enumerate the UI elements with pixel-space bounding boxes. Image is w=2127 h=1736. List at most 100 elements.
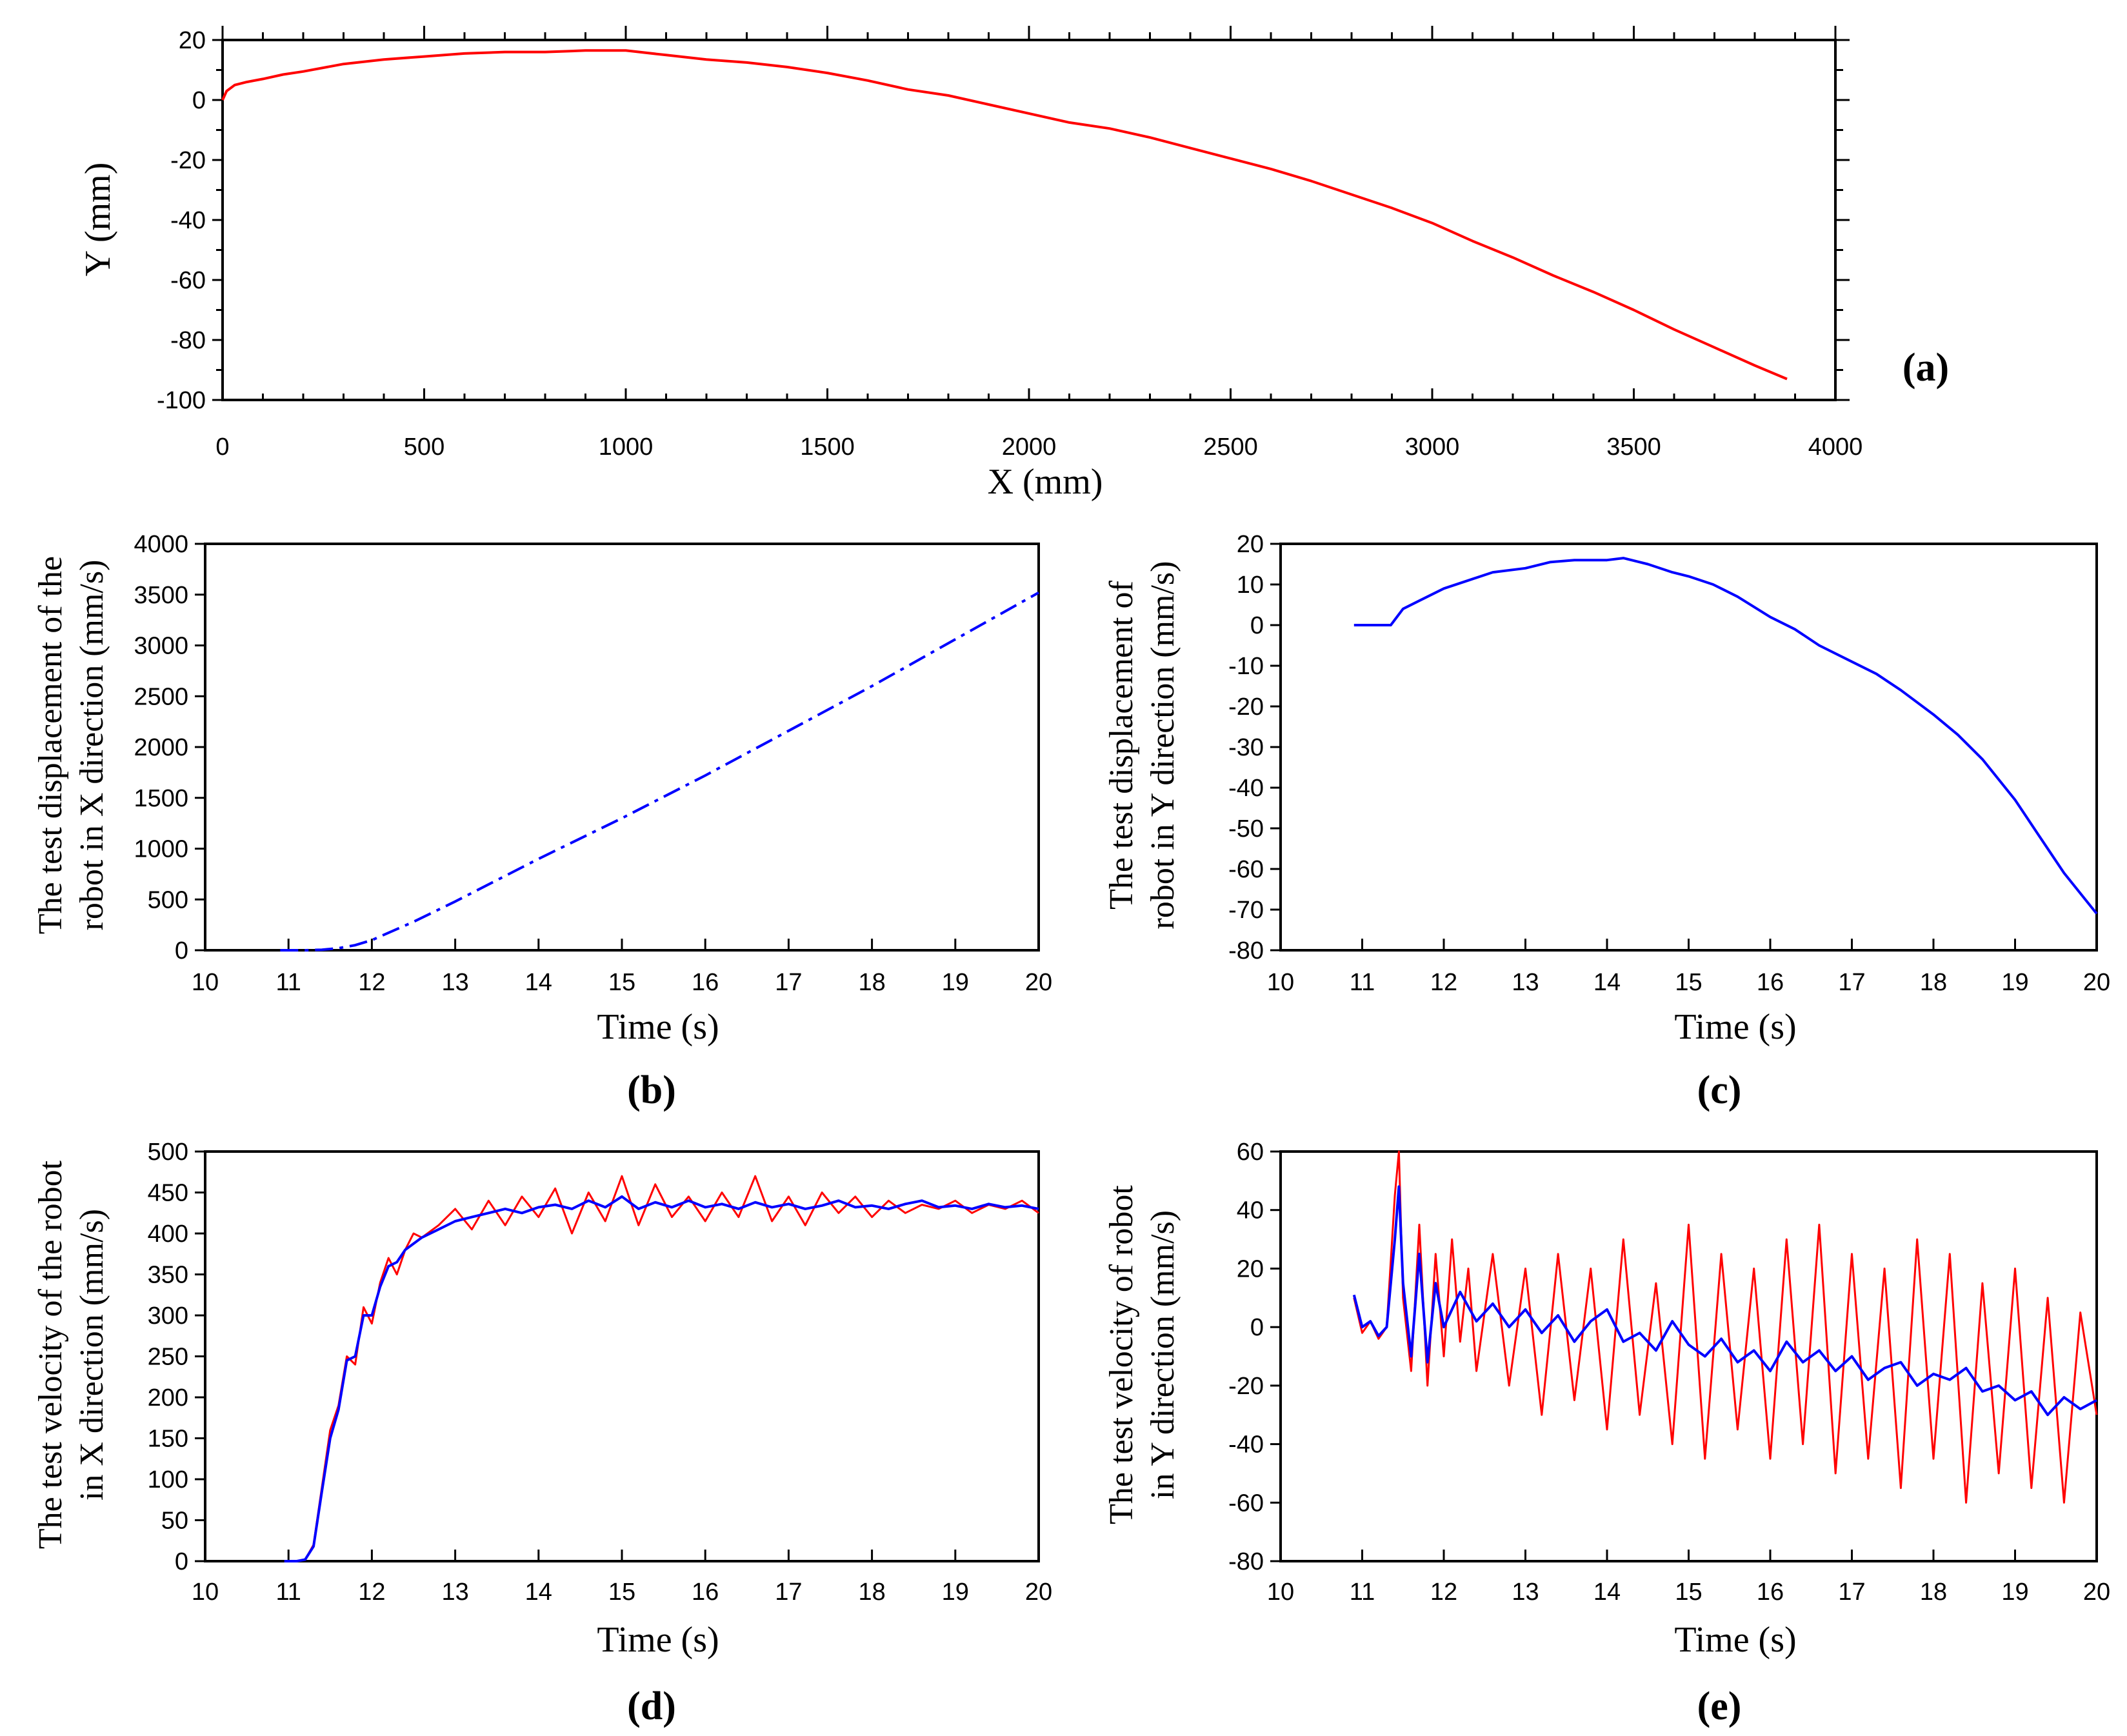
x-tick-label: 20 xyxy=(2083,969,2110,996)
x-tick-label: 19 xyxy=(942,1579,969,1606)
y-tick-label: 500 xyxy=(148,886,188,913)
x-tick-label: 500 xyxy=(404,434,444,461)
x-tick-label: 18 xyxy=(1920,969,1947,996)
y-tick-label: 500 xyxy=(148,1139,188,1166)
x-axis-title: X (mm) xyxy=(988,462,1103,502)
series-line-1 xyxy=(284,1195,1039,1562)
x-axis-title: Time (s) xyxy=(1674,1620,1796,1660)
x-tick-label: 13 xyxy=(441,1579,468,1606)
series-line-0 xyxy=(280,591,1039,952)
y-tick-label: 3500 xyxy=(134,582,188,609)
x-tick-label: 15 xyxy=(1675,1579,1702,1606)
y-axis-title-line: The test velocity of the robot xyxy=(32,1160,69,1549)
x-tick-label: 20 xyxy=(1025,1579,1052,1606)
y-tick-label: 400 xyxy=(148,1221,188,1248)
y-axis-title-line: The test velocity of robot xyxy=(1103,1185,1140,1524)
x-tick-label: 2000 xyxy=(1002,434,1057,461)
y-tick-label: -30 xyxy=(1228,734,1264,761)
x-tick-label: 0 xyxy=(215,434,229,461)
y-tick-label: 3000 xyxy=(134,633,188,660)
y-axis-title-line: in X direction (mm/s) xyxy=(74,1209,110,1501)
x-tick-label: 16 xyxy=(692,1579,719,1606)
y-tick-label: 0 xyxy=(1250,612,1264,639)
y-tick-label: 0 xyxy=(1250,1314,1264,1341)
y-tick-label: -100 xyxy=(157,387,206,414)
y-tick-label: 20 xyxy=(179,27,206,54)
x-tick-label: 15 xyxy=(608,969,635,996)
x-tick-label: 11 xyxy=(1350,969,1375,996)
x-tick-label: 18 xyxy=(1920,1579,1947,1606)
panel-a: 0 500 1000 1500 2000 2500 3000 3500 4000 -100 -80 -… xyxy=(78,26,1949,502)
x-tick-label: 15 xyxy=(1675,969,1702,996)
y-tick-label: 20 xyxy=(1237,531,1264,558)
panel-label: (e) xyxy=(1697,1684,1742,1728)
y-tick-label: 150 xyxy=(148,1426,188,1453)
y-axis-title-line: robot in X direction (mm/s) xyxy=(74,560,110,931)
x-tick-label: 1500 xyxy=(800,434,855,461)
x-tick-label: 16 xyxy=(1757,969,1784,996)
y-tick-label: 1500 xyxy=(134,785,188,812)
x-tick-label: 20 xyxy=(1025,969,1052,996)
x-tick-label: 10 xyxy=(1267,1579,1294,1606)
x-tick-label: 11 xyxy=(275,969,301,996)
y-tick-label: 20 xyxy=(1237,1255,1264,1282)
y-axis-title-line: The test displacement of the xyxy=(32,556,69,934)
x-tick-label: 10 xyxy=(192,1579,219,1606)
y-tick-label: 0 xyxy=(192,87,206,114)
y-tick-label: 350 xyxy=(148,1262,188,1289)
x-tick-label: 11 xyxy=(275,1579,301,1606)
y-tick-label: 10 xyxy=(1237,572,1264,599)
x-tick-label: 14 xyxy=(525,1579,552,1606)
y-tick-label: -20 xyxy=(1228,1373,1264,1400)
y-tick-label: -50 xyxy=(1228,815,1264,843)
x-tick-label: 4000 xyxy=(1808,434,1863,461)
x-tick-label: 17 xyxy=(1838,969,1865,996)
y-tick-label: -40 xyxy=(170,207,206,234)
x-tick-label: 17 xyxy=(1838,1579,1865,1606)
y-tick-label: -60 xyxy=(1228,1490,1264,1517)
y-tick-label: -60 xyxy=(1228,856,1264,883)
y-tick-label: 250 xyxy=(148,1344,188,1371)
y-tick-label: 2000 xyxy=(134,734,188,761)
y-tick-label: 1000 xyxy=(134,836,188,863)
x-tick-label: 19 xyxy=(2001,969,2028,996)
x-tick-label: 14 xyxy=(525,969,552,996)
x-axis-title: Time (s) xyxy=(1674,1007,1796,1047)
x-tick-label: 17 xyxy=(775,969,802,996)
y-tick-label: -20 xyxy=(1228,693,1264,721)
x-axis-title: Time (s) xyxy=(597,1007,719,1047)
panel-label: (b) xyxy=(627,1068,676,1112)
y-axis-title: Y (mm) xyxy=(78,163,118,277)
x-tick-label: 20 xyxy=(2083,1579,2110,1606)
panel-e: 10 11 12 13 14 15 16 17 18 19 20 -80 -60 -40 -20 0 20 40 6… xyxy=(1103,1139,2110,1728)
x-axis-title: Time (s) xyxy=(597,1620,719,1660)
x-tick-label: 3500 xyxy=(1606,434,1661,461)
x-tick-label: 3000 xyxy=(1405,434,1460,461)
x-tick-label: 11 xyxy=(1350,1579,1375,1606)
x-tick-label: 13 xyxy=(441,969,468,996)
x-tick-label: 17 xyxy=(775,1579,802,1606)
panel-b: 10 11 12 13 14 15 16 17 18 19 20 0 500 1000 1500 2000 25… xyxy=(32,531,1052,1112)
y-tick-label: 40 xyxy=(1237,1197,1264,1224)
x-tick-label: 18 xyxy=(858,969,885,996)
x-tick-label: 16 xyxy=(692,969,719,996)
y-tick-label: -80 xyxy=(170,327,206,354)
x-tick-label: 18 xyxy=(858,1579,885,1606)
x-tick-label: 15 xyxy=(608,1579,635,1606)
y-tick-label: -20 xyxy=(170,147,206,174)
y-tick-label: 450 xyxy=(148,1180,188,1207)
x-tick-label: 14 xyxy=(1593,969,1621,996)
x-tick-label: 2500 xyxy=(1203,434,1258,461)
y-axis-title-line: robot in Y direction (mm/s) xyxy=(1144,561,1181,930)
y-tick-label: 100 xyxy=(148,1466,188,1493)
y-tick-label: 60 xyxy=(1237,1139,1264,1166)
panel-label: (d) xyxy=(627,1684,676,1728)
panel-d: 10 11 12 13 14 15 16 17 18 19 20050100150200250300… xyxy=(32,1139,1052,1728)
series-line-0 xyxy=(1353,1150,2098,1504)
y-tick-label: -40 xyxy=(1228,775,1264,802)
x-tick-label: 19 xyxy=(2001,1579,2028,1606)
x-tick-label: 19 xyxy=(942,969,969,996)
y-tick-label: 200 xyxy=(148,1384,188,1412)
